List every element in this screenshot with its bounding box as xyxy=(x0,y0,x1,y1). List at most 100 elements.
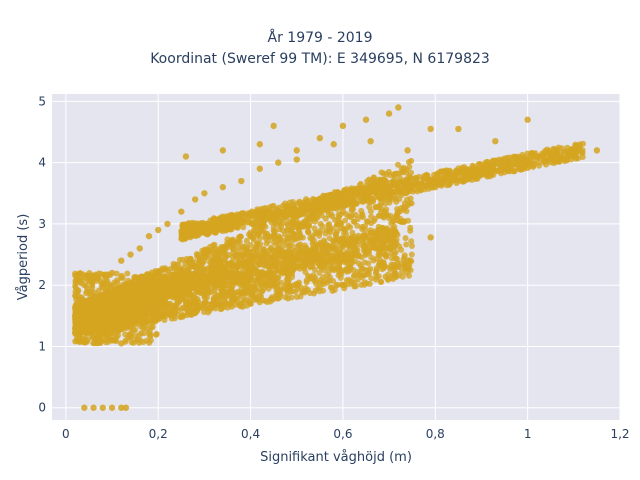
scatter-point xyxy=(275,159,282,166)
scatter-point xyxy=(517,160,524,167)
scatter-point xyxy=(96,328,103,335)
scatter-point xyxy=(325,252,332,259)
scatter-point xyxy=(401,252,408,259)
scatter-point xyxy=(272,252,279,259)
scatter-point xyxy=(377,182,384,189)
scatter-point xyxy=(87,288,94,295)
scatter-point xyxy=(386,215,393,222)
scatter-point xyxy=(354,247,361,254)
scatter-point xyxy=(199,259,206,266)
scatter-point xyxy=(142,309,149,316)
scatter-point xyxy=(351,283,358,290)
scatter-point xyxy=(81,404,88,411)
scatter-point xyxy=(296,198,303,205)
scatter-point xyxy=(505,158,512,165)
scatter-point xyxy=(154,292,161,299)
scatter-point xyxy=(246,273,253,280)
scatter-point xyxy=(221,222,228,229)
scatter-point xyxy=(182,280,189,287)
scatter-point xyxy=(164,220,171,228)
scatter-point xyxy=(370,196,377,203)
scatter-point xyxy=(334,196,341,203)
scatter-point xyxy=(298,244,305,251)
scatter-point xyxy=(235,217,242,224)
scatter-point xyxy=(358,207,365,214)
scatter-point xyxy=(161,294,168,301)
scatter-point xyxy=(128,339,135,346)
scatter-point xyxy=(117,300,124,307)
scatter-point xyxy=(418,187,425,194)
scatter-point xyxy=(213,269,220,276)
scatter-point xyxy=(203,254,210,261)
scatter-point xyxy=(193,308,200,315)
scatter-point xyxy=(171,275,178,282)
scatter-point xyxy=(473,175,480,182)
scatter-point xyxy=(181,222,188,229)
scatter-point xyxy=(190,279,197,286)
scatter-point xyxy=(376,262,383,269)
scatter-point xyxy=(270,214,277,221)
scatter-point xyxy=(452,177,459,184)
scatter-point xyxy=(366,191,373,198)
scatter-point xyxy=(105,338,112,345)
scatter-point xyxy=(125,334,132,341)
scatter-point xyxy=(256,141,264,148)
scatter-point xyxy=(349,229,356,236)
scatter-point xyxy=(91,340,98,347)
scatter-point xyxy=(125,304,132,311)
scatter-point xyxy=(306,215,313,222)
scatter-point xyxy=(383,206,390,213)
scatter-point xyxy=(84,336,91,343)
scatter-point xyxy=(504,167,511,174)
scatter-point xyxy=(119,326,126,333)
scatter-point xyxy=(253,281,260,288)
scatter-point xyxy=(238,177,245,185)
scatter-point xyxy=(164,286,171,293)
scatter-point xyxy=(381,212,388,219)
scatter-point xyxy=(354,216,361,223)
scatter-point xyxy=(189,285,196,292)
scatter-point xyxy=(226,293,233,300)
scatter-point xyxy=(360,242,367,249)
scatter-point xyxy=(354,222,361,229)
scatter-point xyxy=(427,234,434,241)
scatter-point xyxy=(104,301,111,308)
scatter-point xyxy=(264,299,271,306)
scatter-point xyxy=(232,251,239,258)
scatter-point xyxy=(294,252,301,259)
scatter-point xyxy=(229,236,236,243)
scatter-point xyxy=(76,293,83,300)
scatter-point xyxy=(480,167,487,174)
scatter-point xyxy=(348,278,355,285)
scatter-point xyxy=(73,276,80,283)
scatter-point xyxy=(144,325,151,332)
scatter-point xyxy=(528,150,535,157)
scatter-point xyxy=(115,328,122,335)
scatter-point xyxy=(284,286,291,293)
scatter-point xyxy=(333,230,340,237)
scatter-point xyxy=(404,147,411,154)
scatter-point xyxy=(269,294,276,301)
scatter-point xyxy=(148,316,155,323)
scatter-point xyxy=(241,211,248,218)
scatter-point xyxy=(271,234,278,241)
scatter-point xyxy=(337,211,344,218)
scatter-point xyxy=(347,214,354,221)
scatter-point xyxy=(382,238,389,245)
scatter-point xyxy=(403,241,410,248)
scatter-point xyxy=(232,279,239,286)
scatter-point xyxy=(362,227,369,234)
scatter-point xyxy=(395,104,402,111)
scatter-point xyxy=(354,235,361,242)
scatter-point xyxy=(394,210,401,217)
scatter-point xyxy=(382,251,389,258)
scatter-point xyxy=(219,228,226,235)
scatter-point xyxy=(340,242,347,249)
scatter-point xyxy=(340,236,347,243)
scatter-point xyxy=(274,211,281,218)
scatter-point xyxy=(111,279,118,286)
scatter-point xyxy=(292,224,299,231)
scatter-point xyxy=(267,266,274,273)
